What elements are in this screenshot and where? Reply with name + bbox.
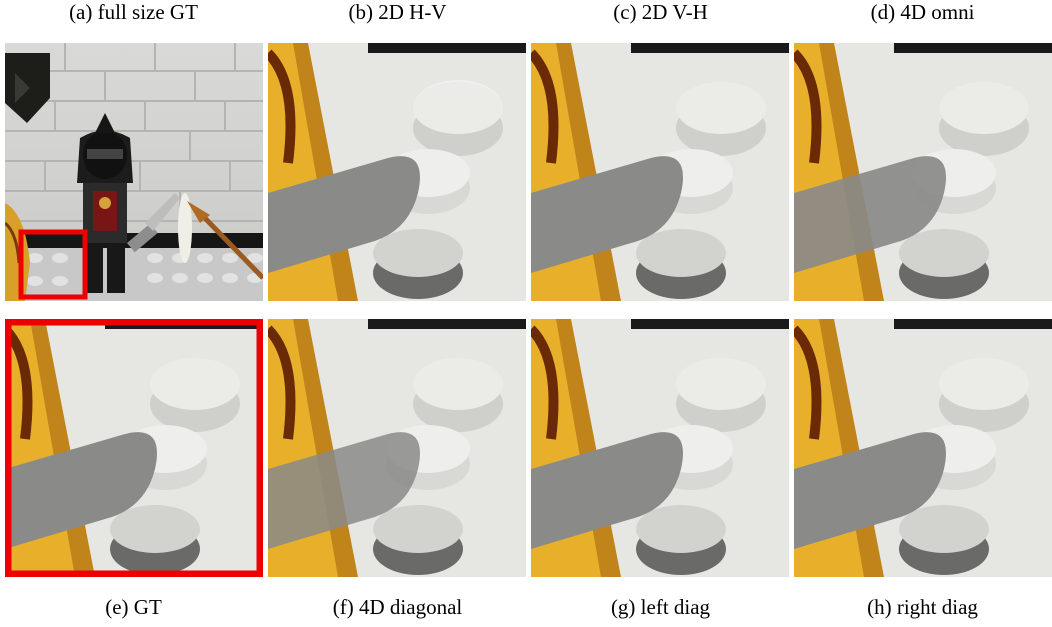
panel-right-diag	[794, 319, 1052, 577]
highlight-box	[5, 319, 263, 577]
caption-g: (g) left diag	[610, 595, 711, 619]
caption-f: (f) 4D diagonal	[332, 595, 463, 619]
caption-c: (c) 2D V-H	[613, 0, 708, 24]
caption-e: (e) GT	[105, 595, 162, 619]
highlight-box	[18, 229, 88, 300]
caption-h: (h) right diag	[867, 595, 978, 619]
caption-d: (d) 4D omni	[870, 0, 975, 24]
panel-4d-omni	[794, 43, 1052, 301]
zoom-crop-image	[794, 319, 1052, 577]
panel-2d-v-h	[531, 43, 789, 301]
caption-b: (b) 2D H-V	[348, 0, 447, 24]
panel-full-size-gt	[5, 43, 263, 301]
panel-4d-diagonal	[268, 319, 526, 577]
zoom-crop-image	[268, 43, 526, 301]
caption-a: (a) full size GT	[69, 0, 198, 24]
panel-left-diag	[531, 319, 789, 577]
zoom-crop-image	[531, 319, 789, 577]
zoom-crop-image	[5, 319, 263, 577]
zoom-crop-image	[268, 319, 526, 577]
full-scene-image	[5, 43, 263, 301]
zoom-crop-image	[794, 43, 1052, 301]
panel-2d-h-v	[268, 43, 526, 301]
zoom-crop-image	[531, 43, 789, 301]
panel-gt	[5, 319, 263, 577]
